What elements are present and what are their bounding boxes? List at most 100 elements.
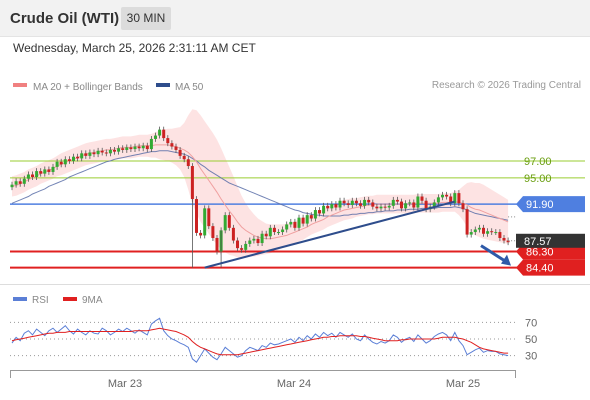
candle-body [268, 227, 272, 237]
candle-body [490, 231, 494, 233]
legend-label-rsi: RSI [32, 295, 49, 306]
forecast-arrow-shaft [480, 244, 507, 263]
candle-body [248, 240, 252, 244]
candle-body [506, 240, 510, 243]
candle-body [482, 227, 485, 234]
legend-swatch-ma20 [13, 83, 27, 87]
legend-label-rsi-ma: 9MA [82, 295, 103, 306]
candle-body [199, 232, 203, 236]
candle-body [391, 199, 395, 206]
candle-body [125, 147, 129, 150]
candle-body [350, 200, 354, 205]
x-tick-label: Mar 25 [446, 378, 480, 390]
candle-body [195, 199, 198, 233]
candle-body [59, 161, 63, 165]
candle-body [277, 232, 280, 234]
level-label-86-30: 86.30 [526, 247, 554, 259]
date-timestamp: Wednesday, March 25, 2026 2:31:11 AM CET [13, 41, 256, 55]
candle-body [18, 181, 22, 184]
candle-body [72, 156, 75, 161]
candle-body [416, 196, 420, 208]
candle-body [281, 229, 285, 233]
candle-body [104, 152, 108, 154]
candle-body [141, 145, 145, 149]
rsi-tick-label: 30 [525, 351, 537, 363]
candle-body [338, 200, 342, 208]
candle-body [231, 227, 235, 241]
candle-body [412, 202, 416, 208]
candle-body [166, 138, 170, 144]
rsi-line [11, 317, 509, 363]
candle-body [67, 159, 71, 161]
candle-body [264, 233, 268, 237]
level-label-97-00: 97.00 [524, 156, 552, 168]
candle-body [129, 147, 133, 150]
candle-body [88, 152, 92, 156]
candle-body [424, 200, 428, 210]
candle-body [457, 193, 461, 204]
instrument-title: Crude Oil (WTI) [10, 10, 120, 27]
candle-body [10, 184, 14, 188]
candle-body [92, 152, 96, 155]
legend-swatch-ma50 [156, 83, 170, 87]
candle-body [63, 159, 67, 165]
x-tick-label: Mar 23 [108, 378, 142, 390]
legend-swatch-rsi-ma [63, 297, 77, 301]
candle-body [76, 156, 80, 159]
candle-body [215, 237, 219, 252]
candle-body [449, 196, 453, 204]
level-tag-84-40 [516, 259, 585, 276]
candle-body [236, 240, 239, 249]
candle-body [252, 238, 256, 241]
candle-body [100, 150, 104, 153]
candle-body [301, 217, 305, 224]
candle-body [363, 199, 367, 206]
candle-body [47, 169, 51, 172]
bollinger-band [12, 109, 509, 259]
candle-body [502, 237, 506, 241]
rsi-tick-label: 50 [525, 334, 537, 346]
candle-body [473, 229, 477, 233]
level-label-84-40: 84.40 [526, 263, 554, 275]
candle-body [494, 232, 498, 234]
timeframe-button[interactable]: 30 MIN [121, 7, 171, 30]
chart-header: Crude Oil (WTI) 30 MIN [0, 0, 590, 37]
last-price-tag [516, 233, 585, 248]
candle-body [297, 217, 301, 228]
candle-body [326, 205, 330, 209]
candle-body [121, 148, 125, 150]
candle-body [445, 194, 449, 197]
candle-body [162, 129, 166, 139]
candle-body [404, 203, 408, 209]
candle-body [260, 233, 264, 244]
candle-body [309, 215, 313, 219]
candle-body [174, 146, 178, 150]
candle-body [395, 199, 399, 202]
candle-body [207, 208, 211, 227]
candle-body [43, 169, 47, 174]
candle-body [211, 226, 215, 238]
candle-body [293, 221, 297, 228]
candle-body [330, 204, 334, 209]
candle-body [379, 206, 383, 209]
candle-body [137, 146, 141, 149]
candle-body [145, 145, 149, 150]
candle-body [170, 143, 174, 147]
rsi-ma-line [11, 327, 509, 356]
candle-body [375, 206, 379, 209]
candle-body [334, 204, 338, 208]
candle-body [318, 210, 321, 214]
candle-body [96, 150, 100, 155]
candle-body [182, 155, 186, 160]
candle-body [133, 146, 137, 150]
rsi-tick-label: 70 [525, 317, 537, 329]
legend-label-ma20: MA 20 + Bollinger Bands [33, 82, 143, 93]
x-tick-label: Mar 24 [277, 378, 311, 390]
candle-body [256, 238, 260, 244]
candle-body [289, 221, 293, 225]
candle-body [498, 232, 502, 238]
level-tag-91-90 [516, 196, 585, 213]
candle-body [84, 153, 88, 156]
attribution-text: Research © 2026 Trading Central [431, 80, 581, 91]
candle-body [400, 201, 403, 209]
